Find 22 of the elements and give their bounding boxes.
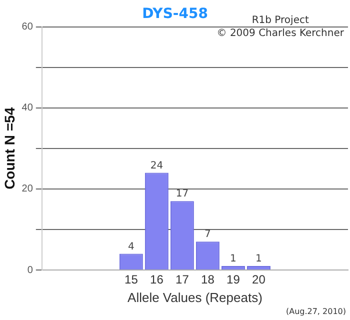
y-tick-label: 60 [22, 22, 34, 33]
data-label: 4 [128, 241, 134, 252]
data-label: 24 [150, 160, 164, 172]
x-tick-label: 17 [176, 272, 190, 287]
y-axis-title: Count N =54 [1, 107, 18, 190]
chart-title: DYS-458 [142, 6, 208, 22]
data-label: 1 [256, 254, 262, 265]
y-tick-label: 20 [22, 184, 34, 195]
x-tick-label: 20 [252, 272, 266, 287]
data-label: 7 [204, 229, 211, 240]
x-tick-label: 19 [226, 272, 240, 287]
y-tick-label: 0 [27, 264, 34, 276]
data-label: 1 [230, 254, 236, 265]
x-tick-label: 18 [201, 272, 215, 287]
annotation: © 2009 Charles Kerchner [216, 27, 344, 40]
x-axis-title: Allele Values (Repeats) [128, 290, 262, 305]
x-tick-label: 16 [150, 272, 164, 287]
x-tick-label: 15 [124, 272, 138, 287]
y-tick-label: 40 [22, 102, 34, 114]
data-label: 17 [176, 188, 189, 200]
text: (Aug.27, 2010) [286, 307, 346, 316]
text: R1b Project [250, 14, 310, 27]
